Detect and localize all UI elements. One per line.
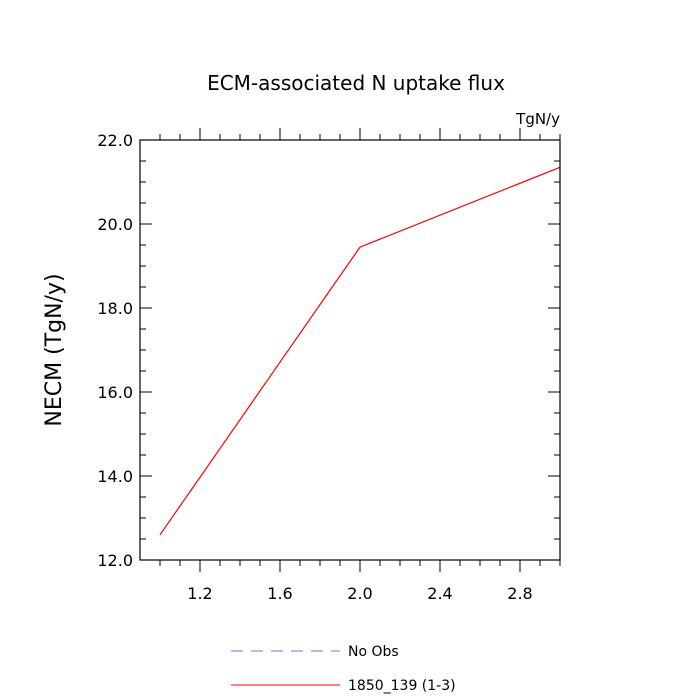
units-label: TgN/y xyxy=(515,110,560,128)
y-tick-label: 18.0 xyxy=(97,299,133,318)
axis-ticks xyxy=(140,128,561,572)
y-axis-label: NECM (TgN/y) xyxy=(42,273,67,426)
legend-label: No Obs xyxy=(348,644,399,660)
y-tick-label: 16.0 xyxy=(97,383,133,402)
x-tick-label: 2.0 xyxy=(347,584,372,603)
series-line xyxy=(159,166,561,536)
legend: No Obs 1850_139 (1-3) xyxy=(231,644,456,694)
x-tick-label: 1.2 xyxy=(187,584,212,603)
tick-labels: 12.0 14.0 16.0 18.0 20.0 22.0 1.2 1.6 2.0 2.4 2.8 xyxy=(97,131,532,603)
y-tick-label: 12.0 xyxy=(97,551,133,570)
series-lines xyxy=(159,166,561,536)
x-tick-label: 2.4 xyxy=(427,584,452,603)
y-tick-label: 22.0 xyxy=(97,131,133,150)
plot-frame xyxy=(139,139,561,561)
y-tick-label: 20.0 xyxy=(97,215,133,234)
chart-title: ECM-associated N uptake flux xyxy=(207,71,505,95)
x-tick-label: 1.6 xyxy=(267,584,292,603)
x-tick-label: 2.8 xyxy=(507,584,532,603)
y-tick-label: 14.0 xyxy=(97,467,133,486)
legend-label: 1850_139 (1-3) xyxy=(348,678,456,694)
